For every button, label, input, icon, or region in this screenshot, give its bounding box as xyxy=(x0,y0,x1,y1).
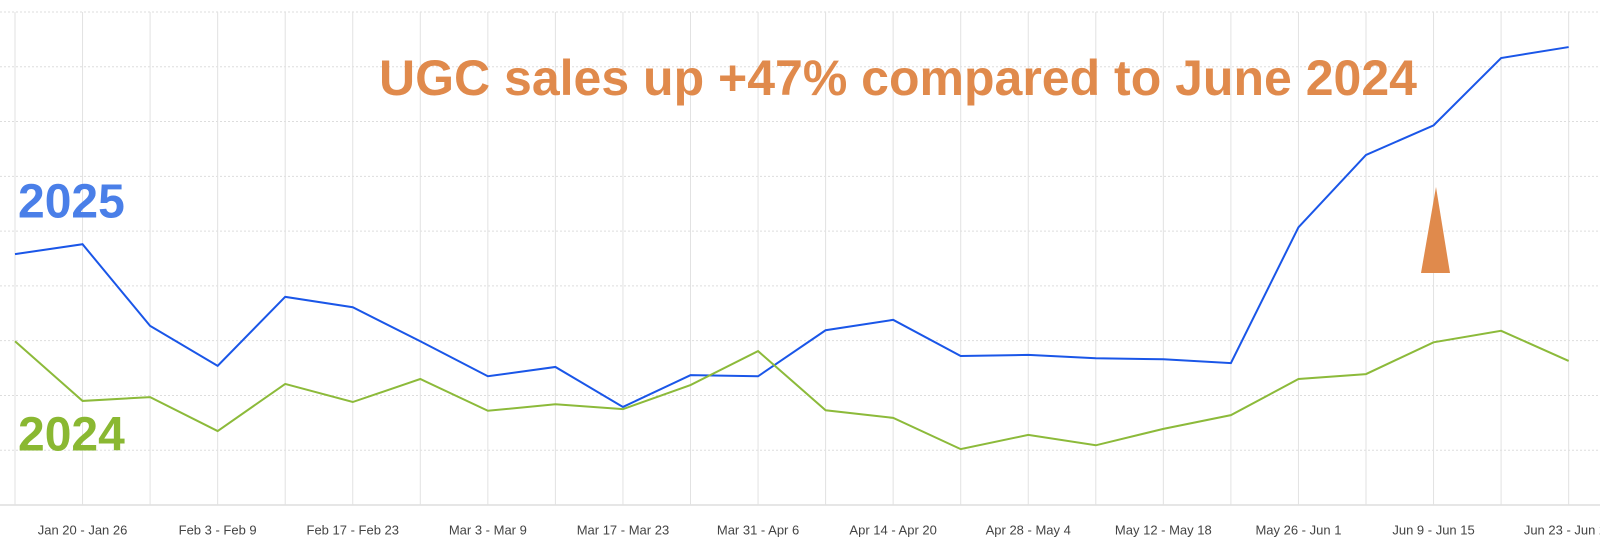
x-tick-label: Jan 20 - Jan 26 xyxy=(38,522,128,537)
x-tick-label: Mar 3 - Mar 9 xyxy=(449,522,527,537)
x-tick-label: May 12 - May 18 xyxy=(1115,522,1212,537)
series-label: 2025 xyxy=(18,176,125,229)
line-series xyxy=(14,329,1570,451)
x-tick-label: Feb 3 - Feb 9 xyxy=(179,522,257,537)
x-tick-label: Jun 9 - Jun 15 xyxy=(1392,522,1474,537)
x-tick-label: Apr 14 - Apr 20 xyxy=(849,522,936,537)
x-tick-label: Mar 31 - Apr 6 xyxy=(717,522,799,537)
x-tick-label: May 26 - Jun 1 xyxy=(1255,522,1341,537)
line-series xyxy=(14,46,1569,409)
series-label: 2024 xyxy=(18,409,125,462)
x-tick-label: Mar 17 - Mar 23 xyxy=(577,522,669,537)
x-tick-label: Feb 17 - Feb 23 xyxy=(307,522,400,537)
x-tick-label: Jun 23 - Jun 29 xyxy=(1524,522,1600,537)
chart-title: UGC sales up +47% compared to June 2024 xyxy=(379,50,1417,106)
up-arrow xyxy=(1421,187,1450,273)
x-tick-label: Apr 28 - May 4 xyxy=(986,522,1071,537)
